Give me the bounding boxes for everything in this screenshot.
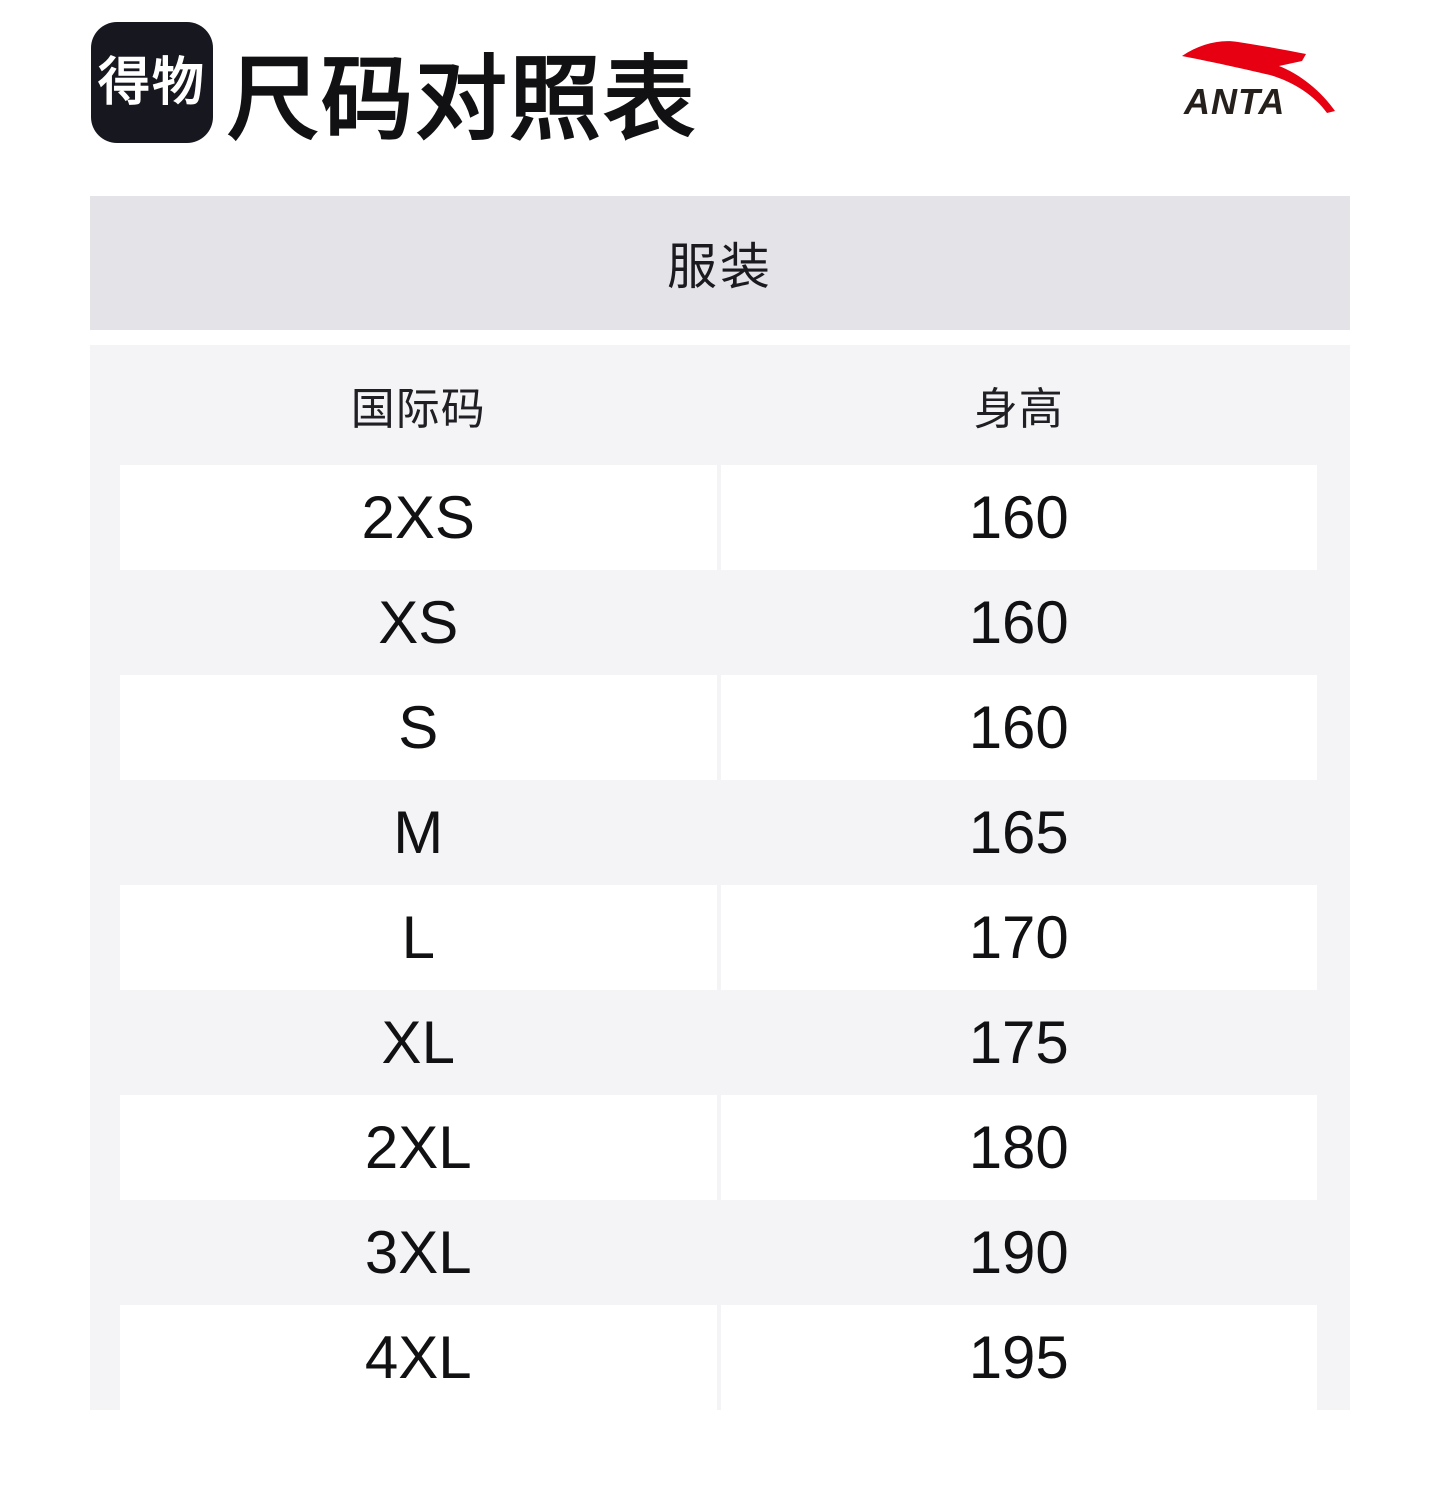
column-header-size: 国际码 bbox=[350, 385, 486, 434]
height-cell: 160 bbox=[968, 589, 1069, 656]
anta-logo: ANTA bbox=[1182, 41, 1335, 120]
height-cell: 160 bbox=[720, 675, 1317, 780]
height-cell: 160 bbox=[720, 465, 1317, 570]
page-title: 尺码对照表 bbox=[227, 49, 698, 151]
size-cell: 2XS bbox=[120, 465, 717, 570]
column-header-height: 身高 bbox=[973, 385, 1064, 434]
size-cell: S bbox=[120, 675, 717, 780]
table-row: L 170 bbox=[90, 885, 1350, 990]
height-cell: 180 bbox=[720, 1095, 1317, 1200]
height-cell: 195 bbox=[720, 1305, 1317, 1410]
size-cell: 2XL bbox=[120, 1095, 717, 1200]
anta-wordmark: ANTA bbox=[1183, 81, 1285, 120]
table-row: 4XL 195 bbox=[90, 1305, 1350, 1410]
size-cell: 4XL bbox=[120, 1305, 717, 1410]
table-row: 2XS 160 bbox=[90, 465, 1350, 570]
dewu-logo: 得物 bbox=[91, 22, 213, 143]
height-cell: 170 bbox=[720, 885, 1317, 990]
section-bar: 服装 bbox=[90, 196, 1350, 330]
table-row: 3XL 190 bbox=[90, 1200, 1350, 1305]
anta-swoosh-icon bbox=[1182, 41, 1335, 114]
table-row: XS 160 bbox=[90, 570, 1350, 675]
table-header-row: 国际码 身高 bbox=[90, 345, 1350, 465]
dewu-logo-text: 得物 bbox=[97, 53, 206, 112]
height-cell: 175 bbox=[968, 1009, 1069, 1076]
section-title: 服装 bbox=[667, 239, 773, 295]
size-cell: L bbox=[120, 885, 717, 990]
table-row: 2XL 180 bbox=[90, 1095, 1350, 1200]
size-table: 国际码 身高 2XS 160 XS 160 S 160 M 165 L 170 … bbox=[90, 345, 1350, 1410]
table-row: S 160 bbox=[90, 675, 1350, 780]
size-cell: XL bbox=[381, 1009, 455, 1076]
size-cell: 3XL bbox=[364, 1219, 472, 1286]
table-row: M 165 bbox=[90, 780, 1350, 885]
size-cell: M bbox=[393, 799, 444, 866]
height-cell: 190 bbox=[968, 1219, 1069, 1286]
height-cell: 165 bbox=[968, 799, 1069, 866]
size-cell: XS bbox=[378, 589, 459, 656]
table-row: XL 175 bbox=[90, 990, 1350, 1095]
